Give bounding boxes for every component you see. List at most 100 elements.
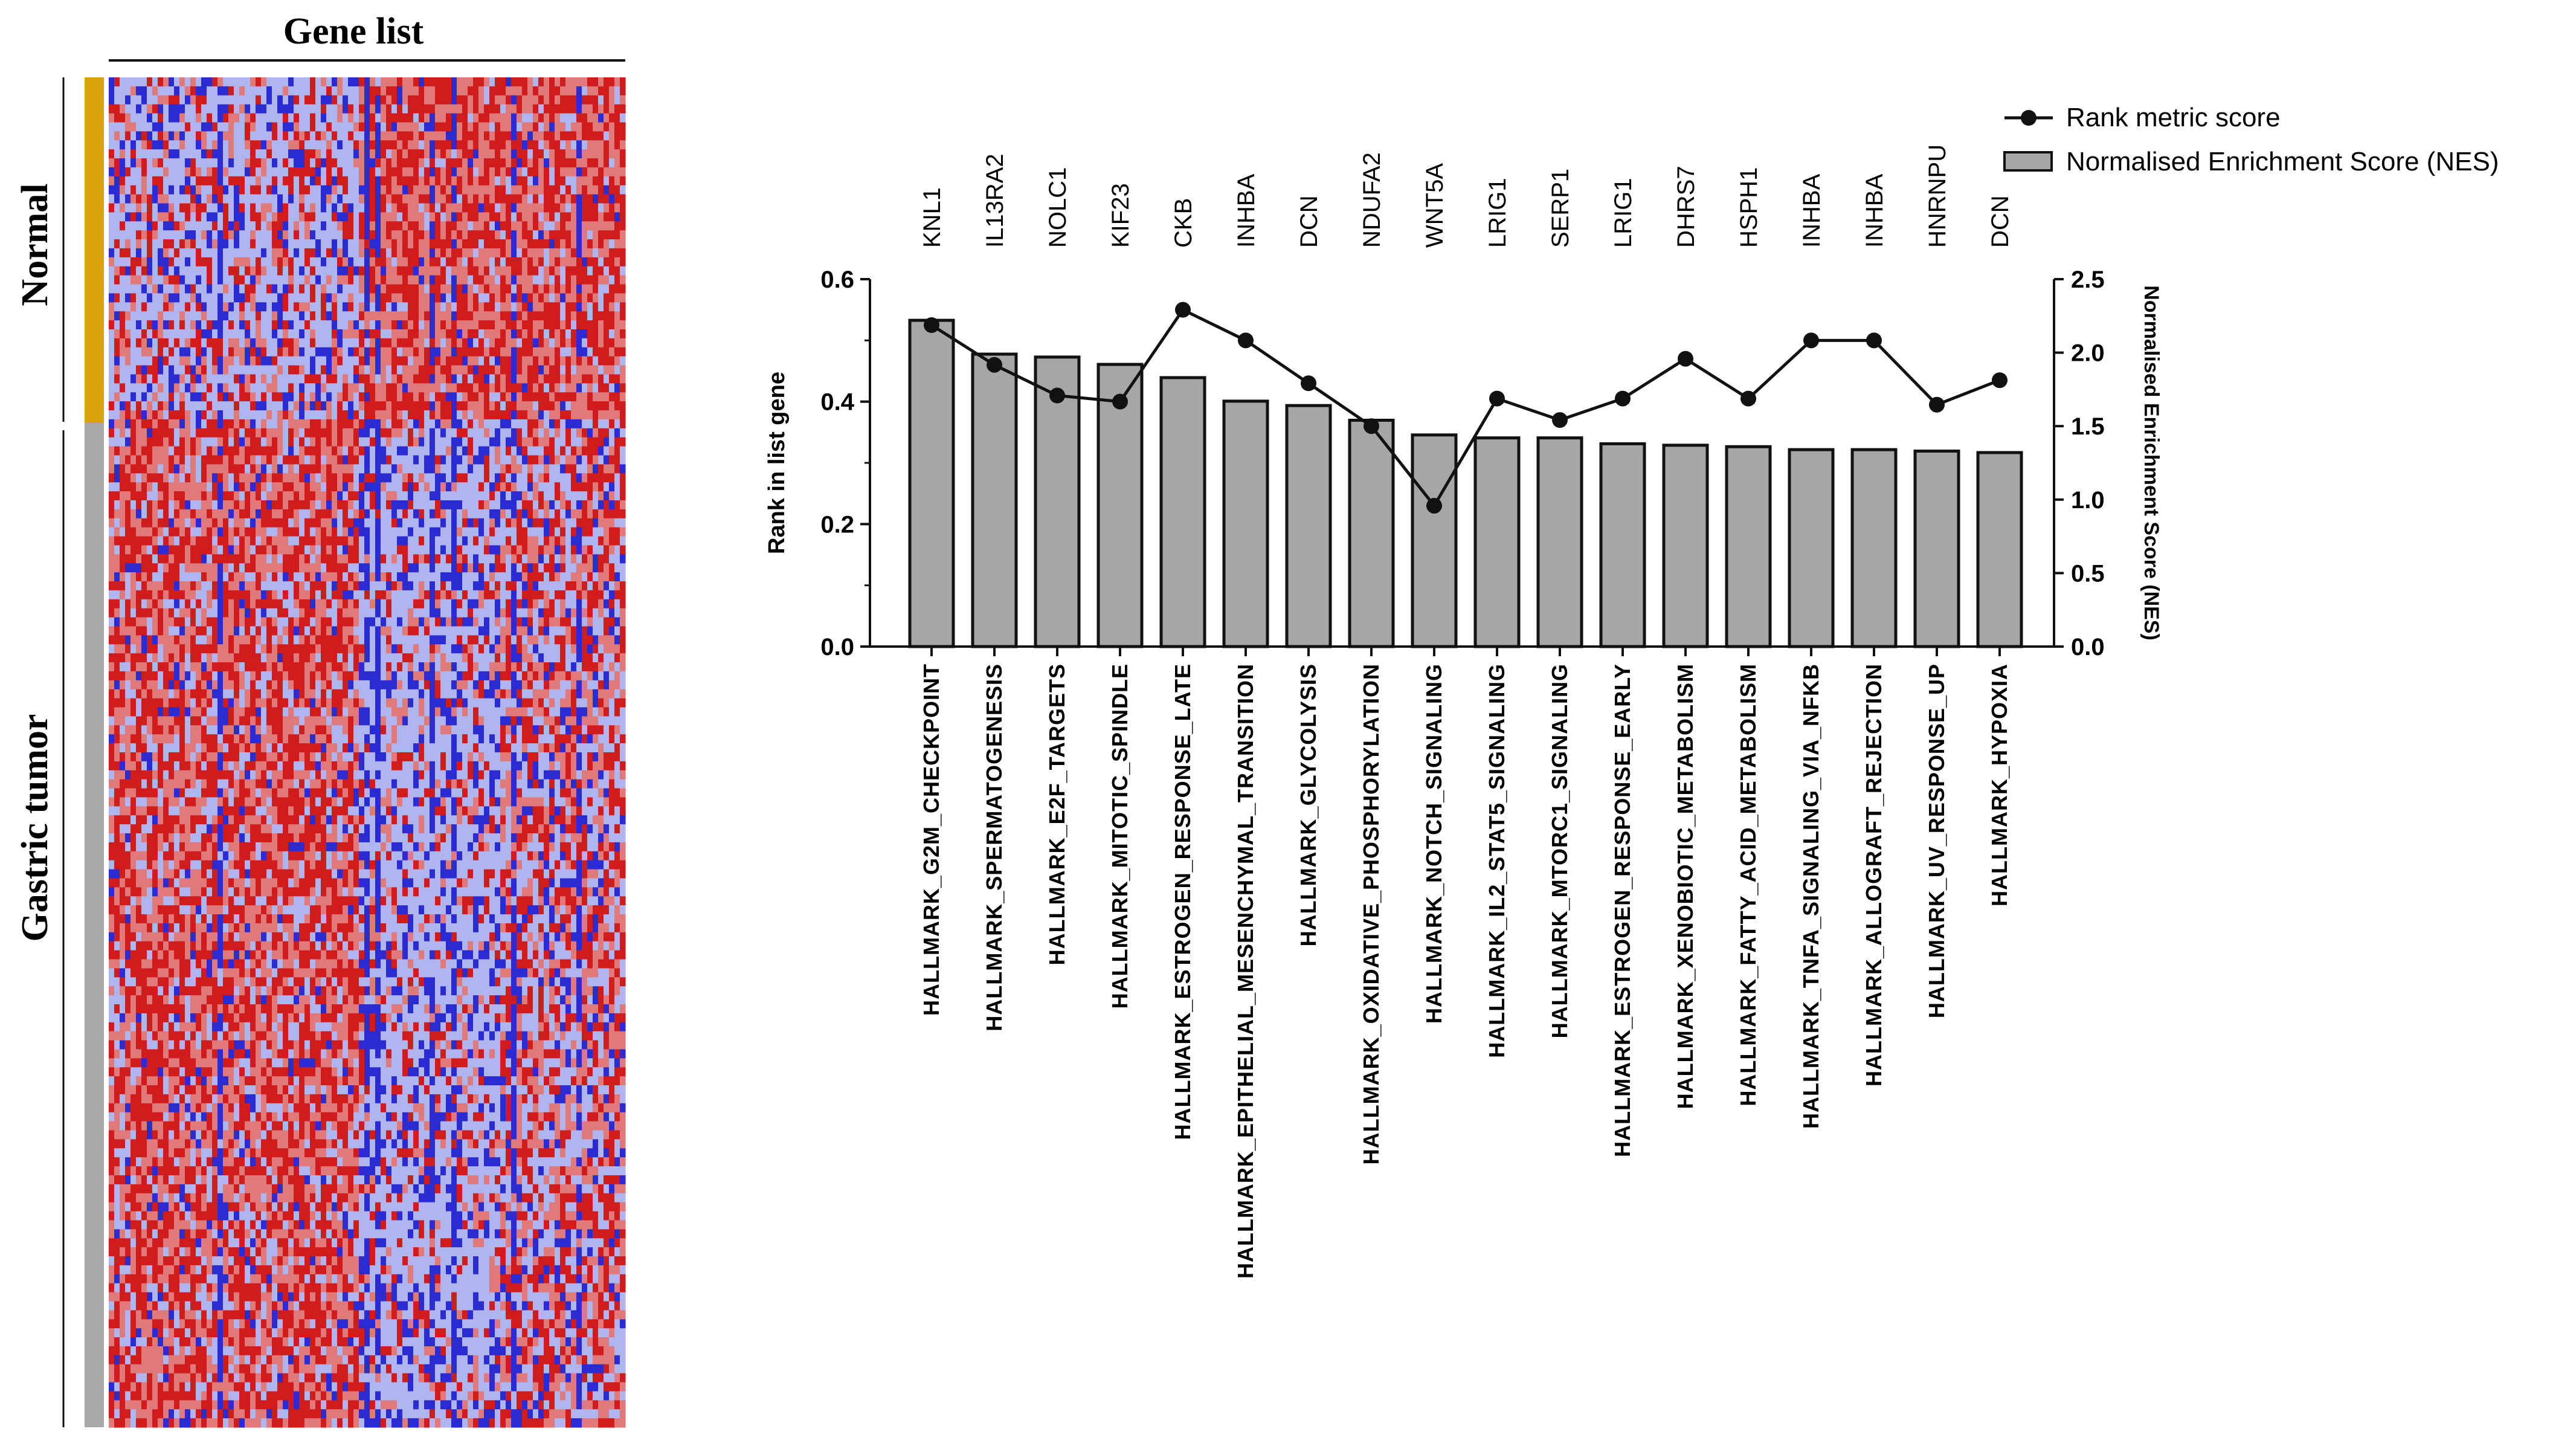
- heatmap-cell: [517, 212, 523, 222]
- heatmap-cell: [299, 185, 305, 195]
- heatmap-cell: [304, 239, 311, 249]
- heatmap-cell: [473, 203, 479, 213]
- heatmap-cell: [120, 203, 126, 213]
- heatmap-cell: [408, 86, 414, 96]
- heatmap-cell: [587, 131, 593, 141]
- heatmap-cell: [114, 86, 120, 96]
- heatmap-cell: [430, 167, 436, 177]
- heatmap-cell: [299, 392, 305, 402]
- heatmap-cell: [587, 158, 593, 168]
- heatmap-cell: [560, 140, 566, 150]
- heatmap-cell: [179, 113, 185, 123]
- heatmap-cell: [185, 167, 191, 177]
- heatmap-cell: [174, 293, 180, 303]
- heatmap-cell: [250, 338, 256, 348]
- heatmap-cell: [517, 311, 523, 321]
- heatmap-cell: [565, 392, 572, 402]
- heatmap-cell: [353, 455, 359, 465]
- heatmap-cell: [169, 131, 175, 141]
- heatmap-cell: [239, 338, 245, 348]
- heatmap-cell: [511, 392, 517, 402]
- heatmap-cell: [462, 257, 468, 267]
- heatmap-cell: [250, 446, 256, 456]
- heatmap-cell: [228, 482, 234, 492]
- heatmap-cell: [114, 104, 120, 114]
- heatmap-cell: [430, 221, 436, 231]
- heatmap-cell: [549, 140, 555, 150]
- heatmap-cell: [489, 329, 495, 339]
- heatmap-cell: [185, 419, 191, 429]
- heatmap-cell: [500, 491, 506, 501]
- heatmap-cell: [348, 374, 354, 384]
- heatmap-cell: [370, 293, 376, 303]
- heatmap-cell: [391, 248, 398, 258]
- heatmap-cell: [337, 401, 343, 411]
- heatmap-cell: [152, 536, 158, 546]
- heatmap-cell: [130, 509, 137, 519]
- heatmap-cell: [332, 536, 338, 546]
- heatmap-cell: [495, 455, 501, 465]
- heatmap-cell: [478, 347, 485, 357]
- heatmap-cell: [152, 77, 158, 87]
- heatmap-cell: [109, 347, 115, 357]
- heatmap-cell: [527, 527, 533, 537]
- heatmap-cell: [587, 77, 593, 87]
- heatmap-cell: [207, 419, 213, 429]
- heatmap-cell: [277, 230, 283, 240]
- heatmap-cell: [544, 536, 550, 546]
- heatmap-cell: [386, 284, 392, 294]
- heatmap-cell: [457, 518, 463, 528]
- heatmap-cell: [517, 77, 523, 87]
- heatmap-cell: [484, 95, 490, 105]
- heatmap-cell: [462, 527, 468, 537]
- heatmap-cell: [217, 338, 224, 348]
- heatmap-cell: [402, 482, 408, 492]
- heatmap-cell: [337, 248, 343, 258]
- heatmap-cell: [359, 113, 365, 123]
- heatmap-cell: [304, 410, 311, 420]
- heatmap-cell: [604, 302, 610, 312]
- heatmap-cell: [169, 491, 175, 501]
- heatmap-cell: [348, 203, 354, 213]
- heatmap-cell: [500, 266, 506, 276]
- heatmap-cell: [408, 329, 414, 339]
- heatmap-cell: [375, 140, 381, 150]
- heatmap-cell: [511, 464, 517, 474]
- heatmap-cell: [272, 131, 278, 141]
- heatmap-cell: [321, 257, 327, 267]
- heatmap-cell: [468, 509, 474, 519]
- heatmap-cell: [381, 419, 387, 429]
- heatmap-cell: [381, 257, 387, 267]
- heatmap-cell: [527, 221, 533, 231]
- heatmap-cell: [353, 338, 359, 348]
- heatmap-cell: [359, 374, 365, 384]
- heatmap-cell: [353, 329, 359, 339]
- heatmap-cell: [326, 428, 332, 438]
- heatmap-cell: [283, 185, 289, 195]
- heatmap-cell: [261, 446, 267, 456]
- heatmap-cell: [500, 311, 506, 321]
- heatmap-cell: [294, 518, 300, 528]
- heatmap-cell: [310, 500, 316, 510]
- heatmap-cell: [294, 356, 300, 366]
- heatmap-cell: [174, 509, 180, 519]
- heatmap-cell: [430, 275, 436, 285]
- heatmap-cell: [207, 437, 213, 447]
- heatmap-cell: [174, 257, 180, 267]
- heatmap-cell: [141, 455, 147, 465]
- heatmap-cell: [299, 320, 305, 330]
- heatmap-cell: [598, 221, 604, 231]
- heatmap-cell: [304, 302, 311, 312]
- heatmap-cell: [473, 473, 479, 483]
- heatmap-cell: [163, 194, 169, 204]
- heatmap-cell: [386, 401, 392, 411]
- heatmap-cell: [217, 482, 224, 492]
- tumor-group-label: Gastric tumor: [14, 714, 56, 941]
- heatmap-cell: [544, 320, 550, 330]
- heatmap-cell: [473, 266, 479, 276]
- heatmap-cell: [163, 383, 169, 393]
- heatmap-cell: [299, 491, 305, 501]
- heatmap-cell: [283, 545, 289, 555]
- heatmap-cell: [386, 185, 392, 195]
- heatmap-cell: [457, 203, 463, 213]
